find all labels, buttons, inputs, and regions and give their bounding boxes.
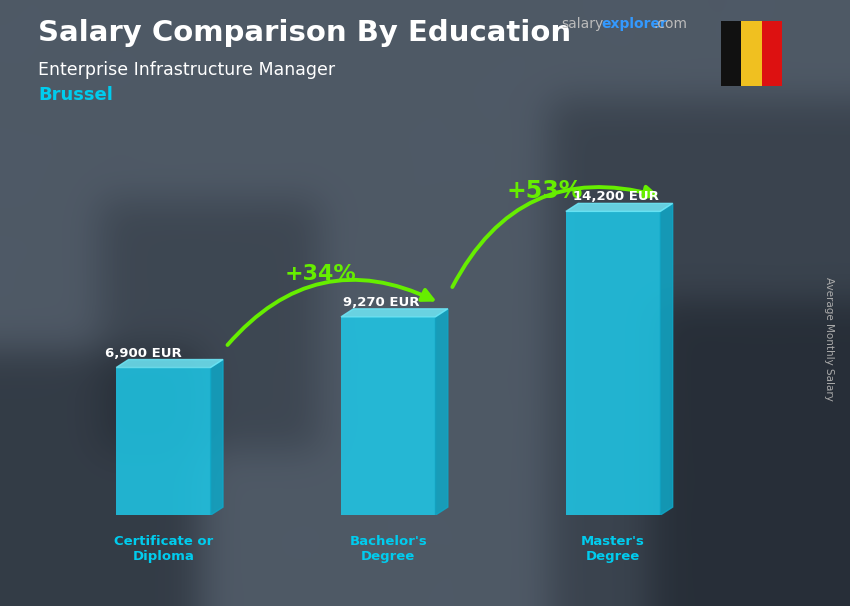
Text: Certificate or
Diploma: Certificate or Diploma — [114, 535, 213, 563]
Text: 6,900 EUR: 6,900 EUR — [105, 347, 182, 359]
Polygon shape — [341, 309, 448, 317]
Polygon shape — [435, 309, 448, 515]
Text: Enterprise Infrastructure Manager: Enterprise Infrastructure Manager — [38, 61, 336, 79]
Bar — [741, 21, 762, 86]
Text: +53%: +53% — [507, 179, 583, 203]
Polygon shape — [211, 359, 223, 515]
Text: salary: salary — [561, 17, 604, 31]
Text: Average Monthly Salary: Average Monthly Salary — [824, 278, 834, 401]
Text: Bachelor's
Degree: Bachelor's Degree — [349, 535, 428, 563]
Text: .com: .com — [654, 17, 688, 31]
Text: 14,200 EUR: 14,200 EUR — [573, 190, 659, 204]
Polygon shape — [660, 204, 672, 515]
Text: Master's
Degree: Master's Degree — [581, 535, 645, 563]
Bar — [762, 21, 782, 86]
Bar — [341, 317, 435, 515]
Bar — [566, 211, 660, 515]
Text: Brussel: Brussel — [38, 86, 113, 104]
FancyArrowPatch shape — [228, 280, 433, 345]
Text: +34%: +34% — [285, 264, 357, 284]
FancyArrowPatch shape — [452, 187, 655, 287]
Text: Salary Comparison By Education: Salary Comparison By Education — [38, 19, 571, 47]
Polygon shape — [116, 359, 223, 367]
Polygon shape — [566, 204, 672, 211]
Text: explorer: explorer — [601, 17, 666, 31]
Bar — [116, 367, 211, 515]
Bar — [721, 21, 741, 86]
Text: 9,270 EUR: 9,270 EUR — [343, 296, 420, 309]
